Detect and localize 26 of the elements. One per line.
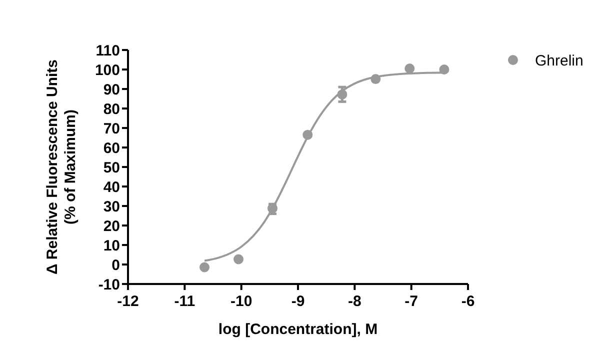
y-tick-label: 90 — [103, 81, 120, 98]
y-tick-label: 0 — [112, 256, 120, 274]
y-tick-label: 70 — [103, 120, 120, 138]
x-tick-label: -6 — [461, 293, 475, 310]
x-tick-label: -9 — [291, 293, 305, 310]
y-tick-label: 30 — [103, 198, 120, 216]
point — [200, 262, 210, 272]
y-tick-label: 110 — [96, 42, 120, 60]
x-tick-label: -12 — [117, 293, 139, 310]
y-tick-label: 80 — [103, 100, 120, 118]
y-tick-label: 100 — [94, 62, 120, 79]
y-axis-title: Δ Relative Fluorescence Units (% of Maximum) — [44, 59, 79, 275]
y-tick-label: 20 — [103, 218, 120, 235]
y-tick-label: 60 — [103, 140, 120, 157]
point — [404, 64, 415, 74]
point — [234, 254, 244, 264]
x-tick-label: -10 — [230, 293, 252, 310]
x-tick-label: -7 — [404, 293, 418, 310]
y-tick-label: 40 — [103, 178, 120, 196]
x-axis-title: log [Concentration], M — [218, 321, 378, 338]
y-tick-label: 50 — [103, 159, 120, 176]
y-tick-label: -10 — [98, 276, 120, 294]
legend-label: Ghrelin — [535, 52, 584, 70]
x-tick-label: -11 — [174, 293, 196, 310]
y-tick-label: 10 — [103, 237, 120, 254]
x-tick-label: -8 — [348, 293, 362, 310]
